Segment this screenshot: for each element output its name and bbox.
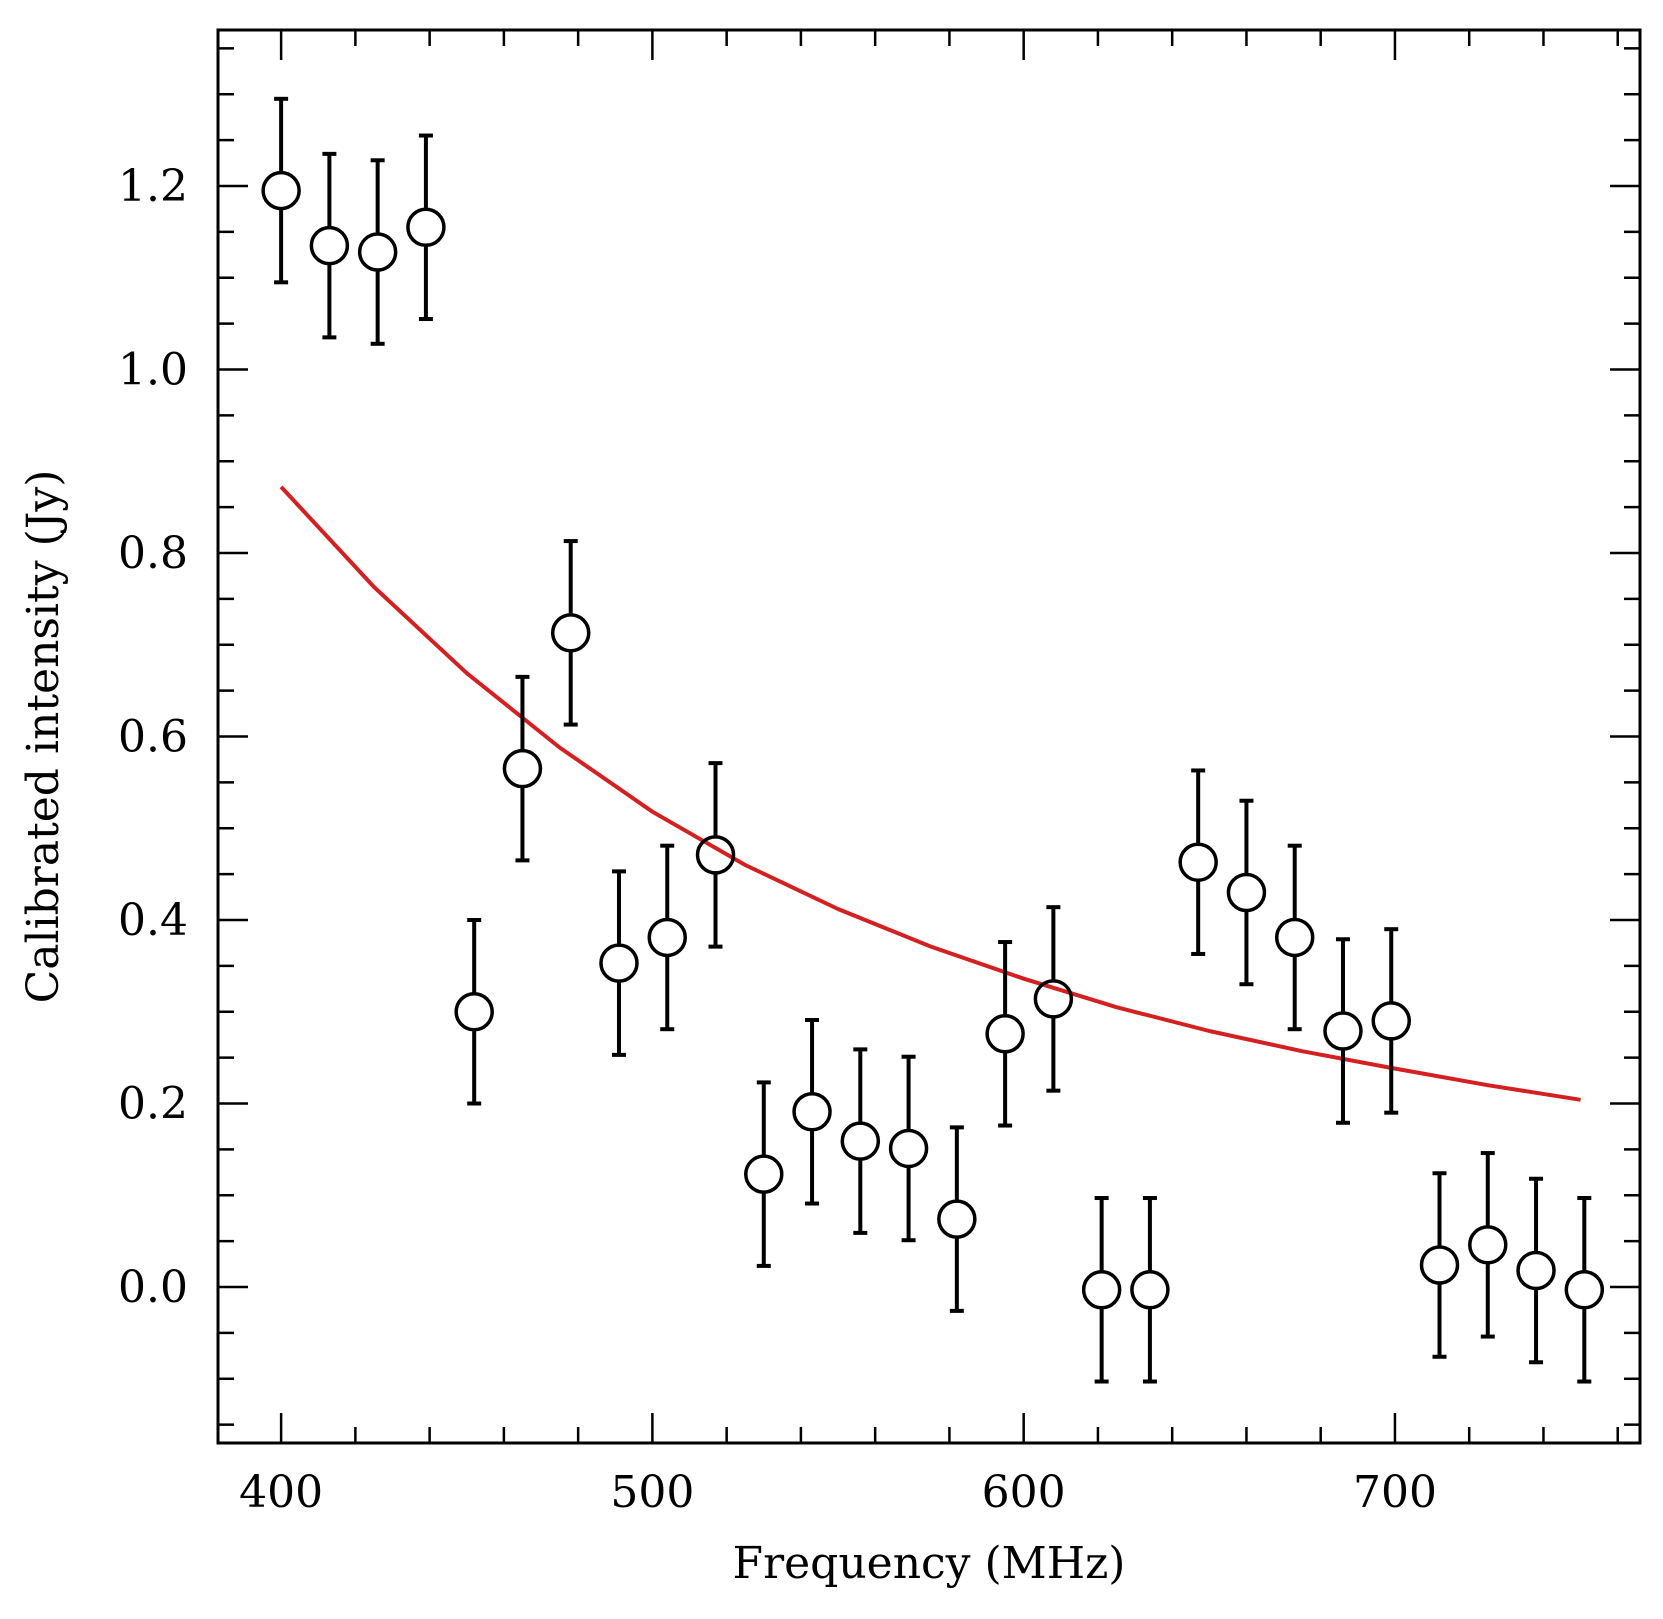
data-point bbox=[695, 761, 736, 949]
point-marker bbox=[1468, 1225, 1508, 1265]
y-tick-label: 1.2 bbox=[118, 161, 188, 212]
point-marker bbox=[840, 1121, 881, 1161]
point-marker bbox=[406, 207, 446, 248]
x-tick-label: 400 bbox=[239, 1467, 323, 1518]
point-marker bbox=[888, 1128, 929, 1169]
point-marker bbox=[1033, 979, 1074, 1019]
point-marker bbox=[1371, 1001, 1411, 1041]
point-marker bbox=[454, 992, 494, 1032]
y-axis-title: Calibrated intensity (Jy) bbox=[18, 470, 69, 1004]
point-marker bbox=[792, 1092, 832, 1132]
data-point bbox=[840, 1047, 881, 1235]
point-marker bbox=[550, 613, 591, 653]
tick-labels: 400 500 600 700 0.0 0.2 0.4 0.6 0.8 1.0 1.2 bbox=[118, 161, 1437, 1518]
data-points bbox=[261, 96, 1605, 1384]
data-point bbox=[1226, 798, 1267, 987]
point-marker bbox=[1516, 1250, 1556, 1291]
point-marker bbox=[1564, 1270, 1605, 1310]
data-point bbox=[1130, 1196, 1170, 1384]
point-marker bbox=[985, 1014, 1025, 1054]
data-point bbox=[1419, 1171, 1460, 1359]
point-marker bbox=[1178, 842, 1218, 882]
y-tick-label: 0.0 bbox=[118, 1262, 188, 1313]
point-marker bbox=[1419, 1245, 1460, 1285]
point-marker bbox=[1226, 872, 1267, 913]
data-point bbox=[888, 1054, 929, 1243]
point-marker bbox=[599, 943, 639, 983]
data-point bbox=[744, 1080, 784, 1268]
point-marker bbox=[502, 748, 543, 789]
plot-frame bbox=[216, 28, 1642, 1445]
data-point bbox=[1178, 768, 1218, 956]
axis-ticks bbox=[218, 30, 1640, 1443]
point-marker bbox=[937, 1199, 977, 1239]
data-point bbox=[1468, 1151, 1508, 1339]
data-point bbox=[357, 158, 398, 346]
data-point bbox=[454, 918, 494, 1106]
data-point bbox=[599, 869, 639, 1057]
data-point bbox=[1516, 1176, 1556, 1365]
data-point bbox=[261, 96, 301, 285]
y-tick-label: 0.6 bbox=[118, 712, 188, 763]
fit-curve bbox=[279, 485, 1581, 1102]
data-point bbox=[406, 133, 446, 322]
data-point bbox=[792, 1018, 832, 1206]
x-tick-label: 500 bbox=[610, 1467, 694, 1518]
point-marker bbox=[261, 170, 301, 211]
point-marker bbox=[1274, 917, 1315, 958]
x-tick-label: 600 bbox=[982, 1467, 1066, 1518]
point-marker bbox=[695, 835, 736, 875]
x-axis-title: Frequency (MHz) bbox=[733, 1538, 1126, 1589]
point-marker bbox=[357, 232, 398, 272]
y-tick-label: 0.8 bbox=[118, 528, 188, 579]
y-tick-label: 0.4 bbox=[118, 895, 188, 946]
point-marker bbox=[1323, 1011, 1363, 1051]
point-marker bbox=[647, 917, 687, 958]
data-point bbox=[1323, 937, 1363, 1125]
data-point bbox=[502, 674, 543, 863]
data-point bbox=[1564, 1196, 1605, 1384]
y-tick-label: 1.0 bbox=[118, 344, 188, 395]
data-point bbox=[1371, 927, 1411, 1115]
data-point bbox=[550, 539, 591, 727]
data-point bbox=[1081, 1196, 1122, 1384]
data-point bbox=[1274, 843, 1315, 1032]
data-point bbox=[1033, 905, 1074, 1093]
point-marker bbox=[744, 1154, 784, 1194]
point-marker bbox=[309, 225, 350, 266]
point-marker bbox=[1081, 1270, 1122, 1310]
data-point bbox=[937, 1125, 977, 1313]
data-point bbox=[985, 940, 1025, 1128]
fit-curve-group bbox=[279, 485, 1581, 1102]
point-marker bbox=[1130, 1270, 1170, 1310]
x-tick-label: 700 bbox=[1353, 1467, 1437, 1518]
data-point bbox=[647, 843, 687, 1032]
data-point bbox=[309, 151, 350, 340]
y-tick-label: 0.2 bbox=[118, 1079, 188, 1130]
